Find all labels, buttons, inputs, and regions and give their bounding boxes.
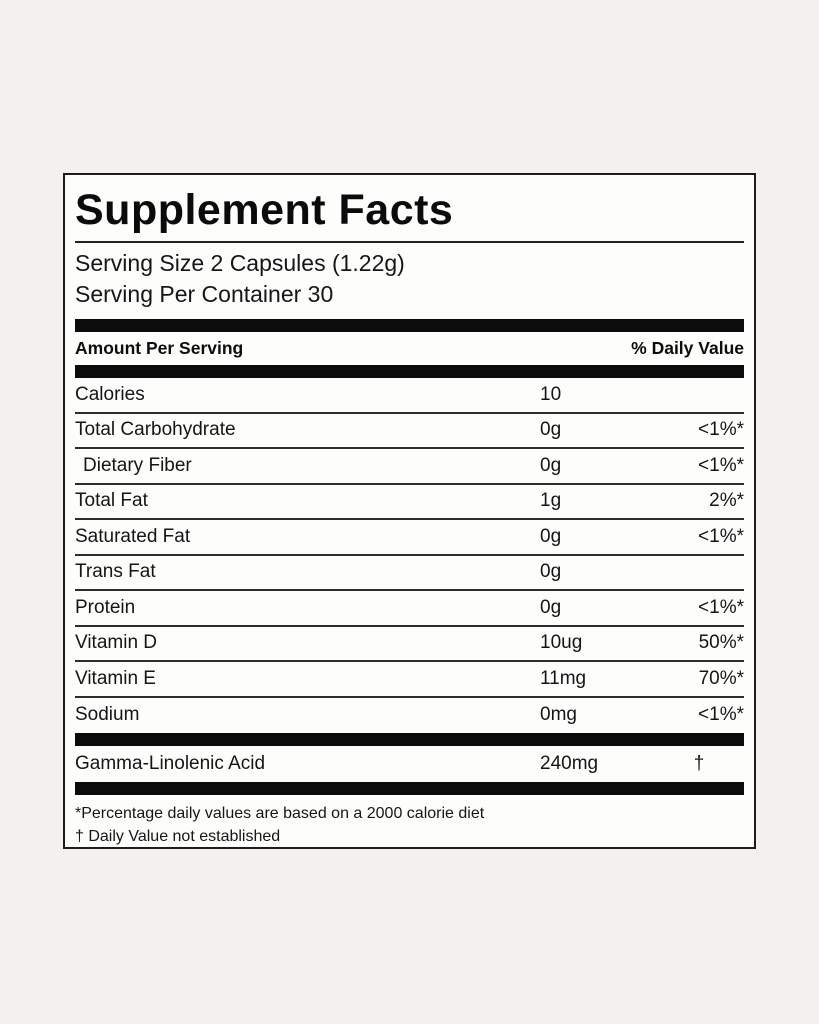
- table-row-calories: Calories 10: [75, 378, 744, 414]
- nutrient-name: Total Carbohydrate: [75, 419, 236, 441]
- nutrient-name: Trans Fat: [75, 561, 156, 583]
- nutrient-dv: <1%*: [698, 596, 744, 618]
- table-row-saturated-fat: Saturated Fat 0g <1%*: [75, 520, 744, 556]
- nutrient-dv: <1%*: [698, 704, 744, 726]
- table-row-total-fat: Total Fat 1g 2%*: [75, 485, 744, 521]
- nutrient-name: Saturated Fat: [75, 525, 191, 547]
- nutrient-name: Calories: [75, 383, 145, 405]
- table-row-protein: Protein 0g <1%*: [75, 591, 744, 627]
- thick-divider-bar: [75, 781, 744, 795]
- nutrient-dv: <1%*: [698, 525, 744, 547]
- nutrient-dv: 50%*: [698, 632, 744, 654]
- nutrient-table: Calories 10 Total Carbohydrate 0g <1%* D…: [75, 378, 744, 733]
- supplement-facts-panel: Supplement Facts Serving Size 2 Capsules…: [63, 173, 756, 849]
- nutrient-name: Sodium: [75, 704, 140, 726]
- nutrient-amount: 0g: [540, 419, 562, 441]
- nutrient-name: Dietary Fiber: [83, 454, 192, 476]
- table-row-total-carbohydrate: Total Carbohydrate 0g <1%*: [75, 414, 744, 450]
- panel-title: Supplement Facts: [75, 186, 454, 234]
- thick-divider-bar: [75, 319, 744, 333]
- nutrient-dv: 2%*: [709, 490, 744, 512]
- thick-divider-bar: [75, 733, 744, 747]
- nutrient-amount: 240mg: [540, 752, 599, 774]
- table-row-trans-fat: Trans Fat 0g: [75, 556, 744, 592]
- serving-size: Serving Size 2 Capsules (1.22g): [75, 250, 405, 277]
- nutrient-name: Gamma-Linolenic Acid: [75, 752, 266, 774]
- table-header-row: Amount Per Serving % Daily Value: [75, 332, 744, 365]
- table-row-vitamin-e: Vitamin E 11mg 70%*: [75, 662, 744, 698]
- footnote-daily-value-not-established: † Daily Value not established: [75, 828, 281, 846]
- nutrient-name: Total Fat: [75, 490, 148, 512]
- nutrient-dv: <1%*: [698, 454, 744, 476]
- nutrient-amount: 10: [540, 383, 562, 405]
- nutrient-amount: 0g: [540, 596, 562, 618]
- nutrient-amount: 0g: [540, 561, 562, 583]
- servings-per-container: Serving Per Container 30: [75, 281, 334, 308]
- footnote-percent-daily-values: *Percentage daily values are based on a …: [75, 804, 485, 822]
- table-row-gamma-linolenic-acid: Gamma-Linolenic Acid 240mg †: [75, 746, 744, 782]
- title-divider: [75, 241, 744, 244]
- nutrient-amount: 0g: [540, 454, 562, 476]
- nutrient-amount: 11mg: [540, 667, 587, 689]
- nutrient-name: Vitamin E: [75, 667, 156, 689]
- nutrient-amount: 0g: [540, 525, 562, 547]
- amount-per-serving-header: Amount Per Serving: [75, 338, 244, 359]
- table-row-sodium: Sodium 0mg <1%*: [75, 698, 744, 734]
- daily-value-header: % Daily Value: [631, 338, 744, 359]
- thick-divider-bar: [75, 365, 744, 379]
- nutrient-dv: <1%*: [698, 419, 744, 441]
- nutrient-amount: 0mg: [540, 704, 577, 726]
- nutrient-dv: 70%*: [698, 667, 744, 689]
- serving-info: Serving Size 2 Capsules (1.22g) Serving …: [75, 243, 744, 310]
- table-row-vitamin-d: Vitamin D 10ug 50%*: [75, 627, 744, 663]
- footnotes: *Percentage daily values are based on a …: [75, 795, 744, 847]
- table-row-dietary-fiber: Dietary Fiber 0g <1%*: [75, 449, 744, 485]
- nutrient-amount: 1g: [540, 490, 562, 512]
- nutrient-name: Vitamin D: [75, 632, 158, 654]
- nutrient-name: Protein: [75, 596, 136, 618]
- dagger-symbol: †: [693, 752, 705, 774]
- nutrient-amount: 10ug: [540, 632, 583, 654]
